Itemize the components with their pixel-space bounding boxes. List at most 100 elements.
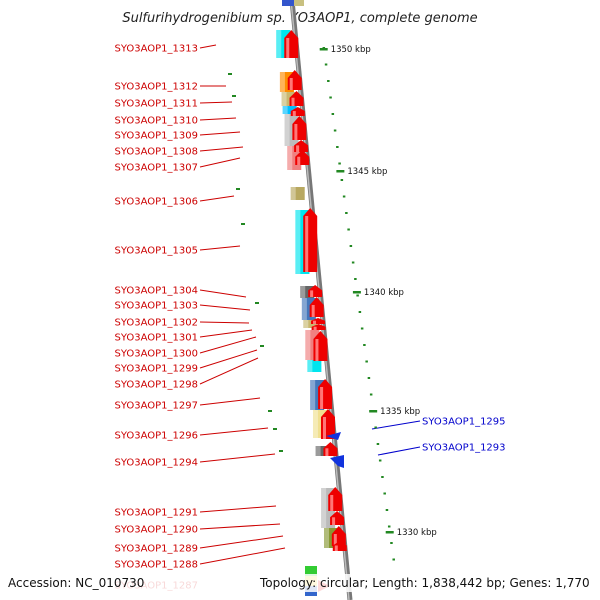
accession-text: Accession: NC_010730 xyxy=(8,576,144,590)
label-connector xyxy=(199,397,261,406)
gene-block xyxy=(307,360,322,372)
gene-arrow-shine xyxy=(313,326,317,330)
kbp-label: 1330 kbp xyxy=(397,528,437,538)
gene-label[interactable]: SYO3AOP1_1295 xyxy=(422,417,506,428)
ruler-minor-tick xyxy=(260,345,264,347)
ruler-minor-tick xyxy=(356,294,359,297)
label-connector xyxy=(199,157,241,168)
label-connector xyxy=(199,349,258,369)
gene-label[interactable]: SYO3AOP1_1305 xyxy=(114,246,198,257)
ruler-minor-tick xyxy=(385,509,389,511)
gene-arrow-shine xyxy=(286,38,290,58)
ruler-minor-tick xyxy=(360,327,364,330)
ruler-major-tick xyxy=(385,531,394,534)
ruler-minor-tick xyxy=(390,542,393,544)
ruler-minor-tick xyxy=(255,302,259,304)
gene-label[interactable]: SYO3AOP1_1311 xyxy=(114,99,198,110)
ruler-minor-tick xyxy=(347,228,350,231)
gene-arrow-shine xyxy=(289,78,293,90)
gene-arrow-shine xyxy=(294,124,298,140)
gene-block-highlight xyxy=(324,528,330,548)
gene-label[interactable]: SYO3AOP1_1301 xyxy=(114,333,198,344)
gene-label[interactable]: SYO3AOP1_1297 xyxy=(114,401,198,412)
ruler-minor-tick xyxy=(338,162,341,165)
gene-label[interactable]: SYO3AOP1_1312 xyxy=(114,82,198,93)
ruler-minor-tick xyxy=(329,96,332,99)
gene-label[interactable]: SYO3AOP1_1298 xyxy=(114,380,198,391)
top-partial-genes xyxy=(282,0,304,6)
gene-label[interactable]: SYO3AOP1_1294 xyxy=(114,458,198,469)
gene-arrow-shine xyxy=(296,145,300,152)
gene-label[interactable]: SYO3AOP1_1291 xyxy=(114,508,198,519)
gene-arrow-shine xyxy=(311,305,315,317)
gene-block-highlight xyxy=(315,446,321,456)
gene-arrow-shine xyxy=(297,156,301,165)
ruler-minor-tick xyxy=(367,377,371,379)
label-connector xyxy=(199,117,237,121)
topology-text: Topology: circular; Length: 1,838,442 bp… xyxy=(259,576,590,590)
gene-block-highlight xyxy=(300,286,306,298)
gene-label[interactable]: SYO3AOP1_1299 xyxy=(114,364,198,375)
gene-label[interactable]: SYO3AOP1_1296 xyxy=(114,431,198,442)
gene-label[interactable]: SYO3AOP1_1302 xyxy=(114,318,198,329)
gene-block-highlight xyxy=(295,210,301,274)
gene-arrow-blue xyxy=(326,432,341,440)
footer-background xyxy=(0,574,600,592)
ruler-minor-tick xyxy=(324,63,328,66)
gene-label[interactable]: SYO3AOP1_1303 xyxy=(114,301,198,312)
gene-block-highlight xyxy=(305,330,311,360)
ruler-minor-tick xyxy=(387,525,391,528)
ruler-minor-tick xyxy=(331,113,335,115)
label-connector xyxy=(199,453,276,463)
ruler-minor-tick xyxy=(349,245,353,247)
gene-block-highlight xyxy=(276,30,282,58)
label-connector xyxy=(199,357,259,385)
ruler-minor-tick xyxy=(232,95,236,97)
ruler-minor-tick xyxy=(374,426,377,429)
gene-label[interactable]: SYO3AOP1_1306 xyxy=(114,197,198,208)
ruler-minor-tick xyxy=(241,223,245,225)
gene-arrow-shine xyxy=(320,387,324,409)
gene-block-highlight xyxy=(303,320,309,328)
gene-block xyxy=(290,187,305,200)
ruler-minor-tick xyxy=(369,393,373,396)
gene-label[interactable]: SYO3AOP1_1313 xyxy=(114,44,198,55)
gene-arrow-shine xyxy=(291,97,295,106)
gene-label[interactable]: SYO3AOP1_1308 xyxy=(114,147,198,158)
gene-block-highlight xyxy=(301,298,307,320)
gene-arrow-shine xyxy=(305,216,309,272)
label-connector xyxy=(199,289,247,298)
ruler-minor-tick xyxy=(333,129,337,132)
label-connector xyxy=(371,420,421,430)
gene-label[interactable]: SYO3AOP1_1290 xyxy=(114,525,198,536)
ruler-major-tick xyxy=(369,410,378,413)
ruler-minor-tick xyxy=(358,311,362,313)
ruler-minor-tick xyxy=(342,195,346,198)
kbp-ruler: 1350 kbp 1345 kbp 1340 kbp 1335 kbp 1330 kbp xyxy=(228,45,437,561)
ruler-minor-tick xyxy=(392,558,395,561)
ruler-minor-tick xyxy=(340,179,344,181)
gene-label[interactable]: SYO3AOP1_1310 xyxy=(114,116,198,127)
ruler-minor-tick xyxy=(363,344,366,346)
label-connector xyxy=(199,523,281,530)
gene-block-highlight xyxy=(310,380,316,410)
gene-label[interactable]: SYO3AOP1_1309 xyxy=(114,131,198,142)
gene-label[interactable]: SYO3AOP1_1293 xyxy=(422,443,506,454)
gene-label[interactable]: SYO3AOP1_1304 xyxy=(114,286,198,297)
gene-block-highlight xyxy=(312,410,318,438)
ruler-minor-tick xyxy=(327,80,330,82)
gene-arrow-shine xyxy=(325,448,329,456)
ruler-major-tick xyxy=(336,170,345,173)
ruler-minor-tick xyxy=(236,188,240,190)
gene-label[interactable]: SYO3AOP1_1307 xyxy=(114,163,198,174)
gene-arrow-shine xyxy=(310,290,314,297)
label-connector xyxy=(199,146,244,152)
gene-label[interactable]: SYO3AOP1_1288 xyxy=(114,560,198,571)
gene-label[interactable]: SYO3AOP1_1289 xyxy=(114,544,198,555)
gene-arrow-shine xyxy=(292,111,296,116)
label-connector xyxy=(199,505,277,513)
gene-label[interactable]: SYO3AOP1_1300 xyxy=(114,349,198,360)
gene-arrow-shine xyxy=(330,495,334,511)
gene-block-highlight xyxy=(284,114,290,146)
gene-arrow-shine xyxy=(332,517,336,525)
